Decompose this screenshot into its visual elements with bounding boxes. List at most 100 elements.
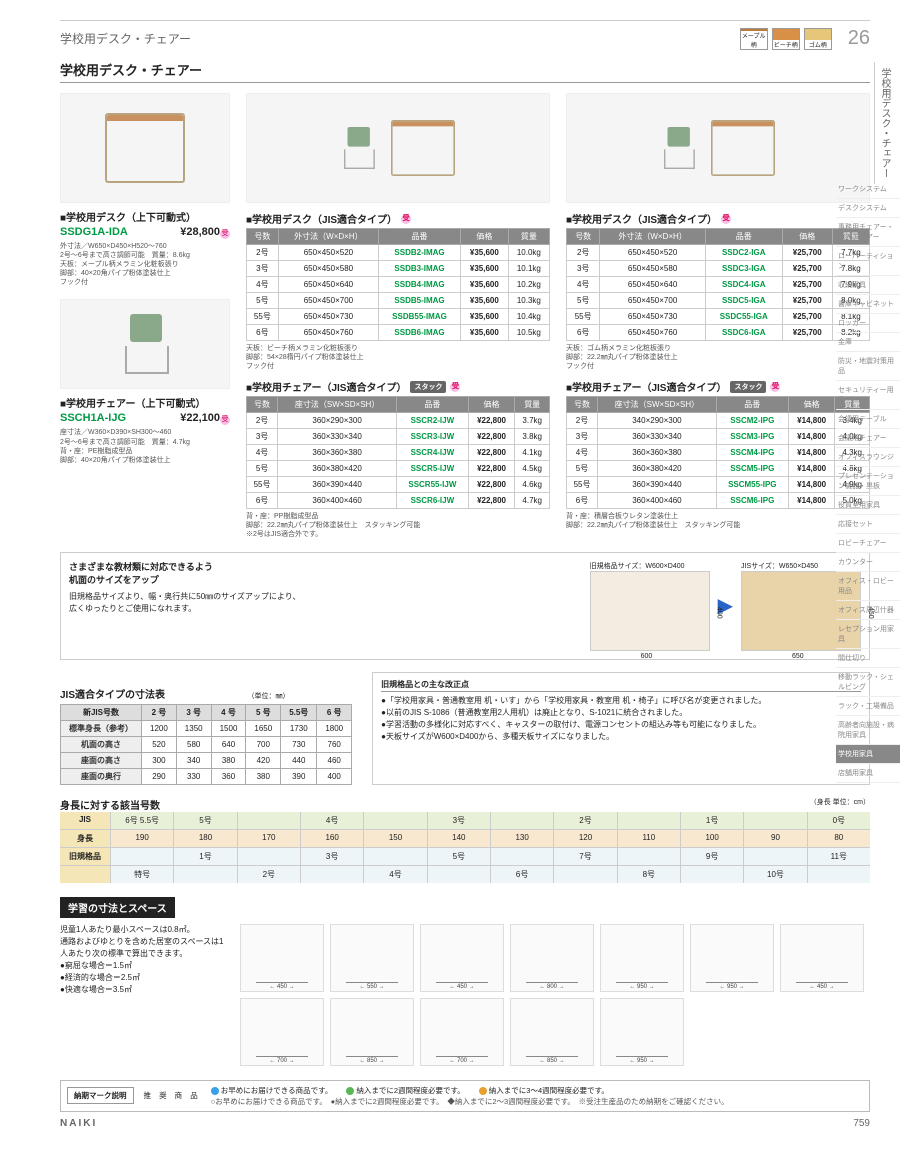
study-diagram: ← 700 →: [240, 998, 324, 1066]
side-nav-item[interactable]: ロビーチェアー: [836, 534, 900, 553]
height-chart: 身長に対する該当号数 （身長 単位：cm） JIS6号 5.5号5号4号3号2号…: [60, 797, 870, 883]
side-nav-item[interactable]: プレゼンテーション機器・黒板: [836, 467, 900, 496]
desk-jis1-note: 天板：ビーチ柄メラミン化粧板張り 脚部：54×28楕円パイプ粉体塗装仕上 フック…: [246, 344, 550, 371]
side-nav-item[interactable]: 高齢者向施設・病院用家具: [836, 716, 900, 745]
side-nav-item[interactable]: オフィス周辺什器: [836, 601, 900, 620]
section-title: 学校用デスク・チェアー: [60, 60, 870, 83]
side-nav-item[interactable]: 応接セット: [836, 515, 900, 534]
desk-jis2-table: 号数外寸法（W×D×H）品番価格質量2号650×450×520SSDC2-IGA…: [566, 228, 870, 341]
study-diagrams: ← 450 →← 550 →← 450 →← 800 →← 950 →← 950…: [240, 924, 870, 1066]
footer-page: 759: [853, 1118, 870, 1129]
chair-adj-price: ¥22,100: [180, 412, 220, 424]
side-nav-item[interactable]: オフィスラウンジ: [836, 448, 900, 467]
side-nav-item[interactable]: ラック・工場備品: [836, 697, 900, 716]
desk-jis2-head: ■学校用デスク（JIS適合タイプ）: [566, 211, 717, 226]
side-nav-item[interactable]: 店舗用家具: [836, 764, 900, 783]
desk-jis2-note: 天板：ゴム柄メラミン化粧板張り 脚部：22.2㎜丸パイプ粉体塗装仕上 フック付: [566, 344, 870, 371]
study-text: 児童1人あたり最小スペースは0.8㎡。 通路およびゆとりを含めた居室のスペースは…: [60, 924, 230, 1066]
desk-jis1-head: ■学校用デスク（JIS適合タイプ）: [246, 211, 397, 226]
side-nav-item[interactable]: レセプション用家具: [836, 620, 900, 649]
delivery-legend: 納期マーク説明 推 奨 商 品 お早めにお届けできる商品です。納入までに2週間程…: [60, 1080, 870, 1113]
side-nav-item[interactable]: 収納家具: [836, 276, 900, 295]
side-tab: 学校用デスク・チェアー: [874, 62, 894, 184]
delivery-label: 納期マーク説明: [67, 1087, 134, 1104]
revision-title: 旧規格品との主な改正点: [381, 679, 861, 692]
side-nav-item[interactable]: デスクシステム: [836, 199, 900, 218]
side-nav-item[interactable]: カウンター: [836, 553, 900, 572]
chair-jis1-table: 号数座寸法（SW×SD×SH）品番価格質量2号360×290×300SSCR2-…: [246, 396, 550, 509]
swatch: ゴム柄: [804, 28, 832, 50]
revision-point: ●学習活動の多様化に対応すべく、キャスターの取付け、電源コンセントの組込み等も可…: [381, 719, 861, 731]
height-title: 身長に対する該当号数: [60, 801, 160, 812]
revision-point: ●以前のJIS S-1086（普通教室用2人用机）は廃止となり、S-1021に統…: [381, 707, 861, 719]
chair-jis1-head: ■学校用チェアー（JIS適合タイプ）: [246, 379, 406, 394]
study-diagram: ← 950 →: [690, 924, 774, 992]
swatches: メープル柄ビーチ柄ゴム柄 26: [740, 27, 870, 50]
chair-adj-specs: 座寸法／W360×D390×SH300～460 2号～6号まで高さ調節可能 質量…: [60, 428, 230, 464]
side-nav: ワークシステムデスクシステム事務用チェアー・輸入チェアーローパーティション収納家…: [836, 180, 900, 783]
header-title: 学校用デスク・チェアー: [60, 30, 191, 47]
desk-adj-price: ¥28,800: [180, 226, 220, 238]
chair-adj-head: ■学校用チェアー（上下可動式）: [60, 395, 230, 410]
jis-dim-unit: （単位：㎜）: [248, 693, 290, 700]
study-diagram: ← 850 →: [330, 998, 414, 1066]
side-nav-item[interactable]: 書庫キャビネット: [836, 295, 900, 314]
chair-adj-image: [60, 299, 230, 389]
side-nav-item[interactable]: 間仕切り: [836, 649, 900, 668]
order-mark-icon: 受: [220, 229, 230, 239]
old-size-label: 旧規格品サイズ：W600×D400: [590, 561, 710, 571]
side-nav-item[interactable]: 役員室用家具: [836, 496, 900, 515]
jis-dim-table: 新JIS号数2 号3 号4 号5 号5.5号6 号標準身長（参考）1200135…: [60, 704, 352, 785]
study-diagram: ← 700 →: [420, 998, 504, 1066]
old-size-diagram: 400 600: [590, 571, 710, 651]
order-mark-icon: 受: [401, 214, 411, 224]
study-diagram: ← 550 →: [330, 924, 414, 992]
stack-chip: スタック: [410, 381, 446, 393]
side-nav-item[interactable]: オフィス・ロビー用品: [836, 572, 900, 601]
desk-jis1-image: [246, 93, 550, 203]
side-nav-item[interactable]: ワークシステム: [836, 180, 900, 199]
order-mark-icon: 受: [450, 382, 460, 392]
chair-jis2-table: 号数座寸法（SW×SD×SH）品番価格質量2号340×290×300SSCM2-…: [566, 396, 870, 509]
side-nav-item[interactable]: 防災・地震対策用品: [836, 352, 900, 381]
side-nav-item[interactable]: セキュリティー用品: [836, 381, 900, 410]
side-nav-item[interactable]: 移動ラック・シェルビング: [836, 668, 900, 697]
order-mark-icon: 受: [220, 415, 230, 425]
stack-chip: スタック: [730, 381, 766, 393]
side-nav-item[interactable]: 金庫: [836, 333, 900, 352]
info-line1: さまざまな教材類に対応できるよう: [69, 561, 578, 575]
chair-jis2-note: 背・座：積層合板ウレタン塗装仕上 脚部：22.2㎜丸パイプ粉体塗装仕上 スタッキ…: [566, 512, 870, 530]
page-header: 学校用デスク・チェアー メープル柄ビーチ柄ゴム柄 26: [60, 20, 870, 50]
desk-adj-image: [60, 93, 230, 203]
study-head: 学習の寸法とスペース: [60, 897, 175, 918]
order-mark-icon: 受: [721, 214, 731, 224]
study-diagram: ← 950 →: [600, 998, 684, 1066]
desk-jis2-image: [566, 93, 870, 203]
study-diagram: ← 850 →: [510, 998, 594, 1066]
brand: NAIKI: [60, 1118, 97, 1129]
page-number: 26: [848, 27, 870, 50]
side-nav-item[interactable]: 会議用テーブル: [836, 410, 900, 429]
height-unit: （身長 単位：cm）: [810, 797, 870, 807]
study-diagram: ← 800 →: [510, 924, 594, 992]
revision-box: 旧規格品との主な改正点 ●「学校用家具・普通教室用 机・いす」から「学校用家具・…: [372, 672, 870, 785]
swatch: ビーチ柄: [772, 28, 800, 50]
desk-jis1-table: 号数外寸法（W×D×H）品番価格質量2号650×450×520SSDB2-IMA…: [246, 228, 550, 341]
revision-point: ●「学校用家具・普通教室用 机・いす」から「学校用家具・教室用 机・椅子」に呼び…: [381, 695, 861, 707]
study-diagram: ← 450 →: [420, 924, 504, 992]
swatch: メープル柄: [740, 28, 768, 50]
desk-adj-model: SSDG1A-IDA: [60, 226, 128, 238]
delivery-rec: 推 奨 商 品: [144, 1090, 201, 1101]
side-nav-item[interactable]: 事務用チェアー・輸入チェアー: [836, 218, 900, 247]
order-mark-icon: 受: [770, 382, 780, 392]
desk-adj-head: ■学校用デスク（上下可動式）: [60, 209, 230, 224]
desk-adj-specs: 外寸法／W650×D450×H520～760 2号～6号まで高さ調節可能 質量：…: [60, 242, 230, 287]
side-nav-item[interactable]: 学校用家具: [836, 745, 900, 764]
info-line2: 机面のサイズをアップ: [69, 574, 578, 588]
side-nav-item[interactable]: ロッカー: [836, 314, 900, 333]
study-diagram: ← 450 →: [780, 924, 864, 992]
study-diagram: ← 950 →: [600, 924, 684, 992]
side-nav-item[interactable]: ローパーティション: [836, 247, 900, 276]
revision-point: ●天板サイズがW600×D400から、多種天板サイズになりました。: [381, 731, 861, 743]
side-nav-item[interactable]: 会議用チェアー: [836, 429, 900, 448]
